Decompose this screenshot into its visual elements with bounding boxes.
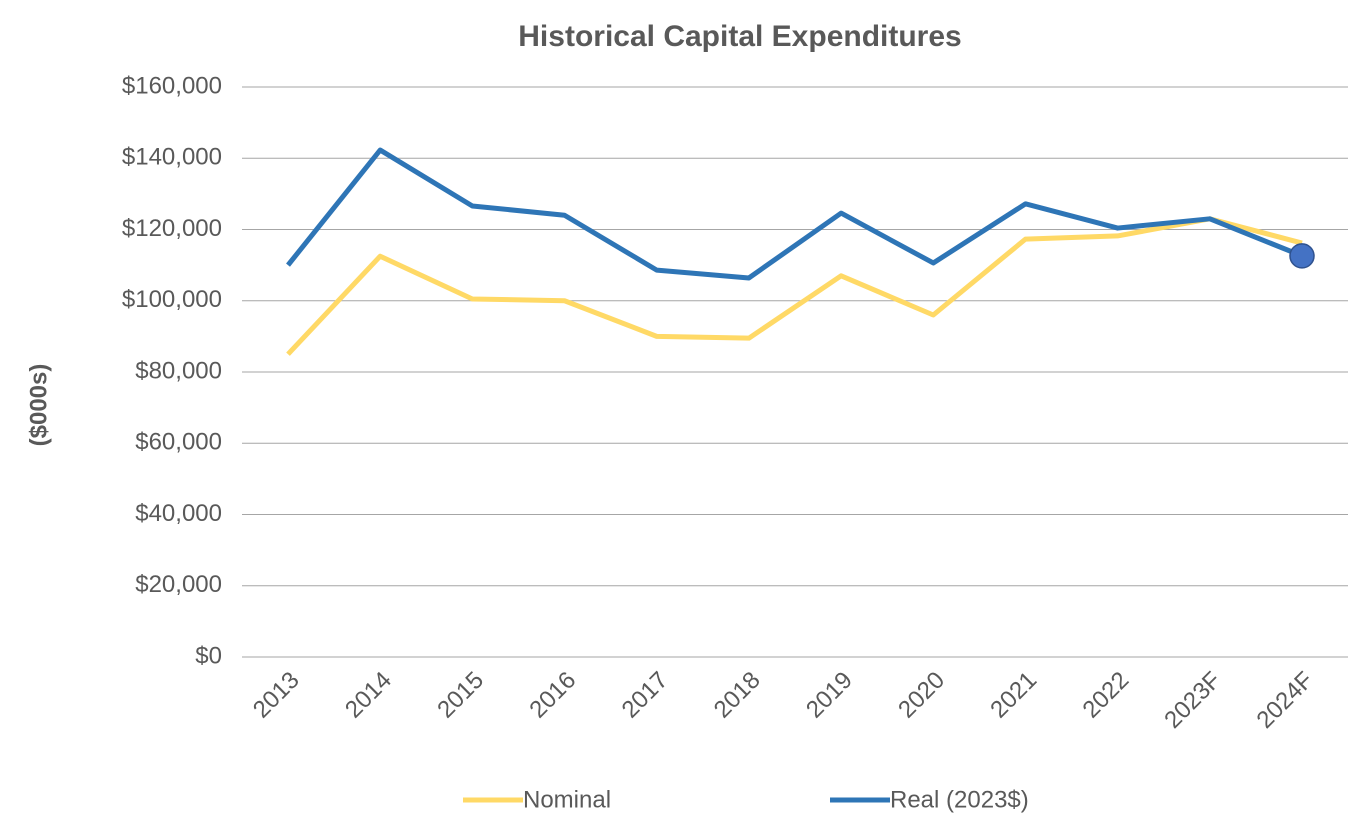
x-tick-label: 2016 bbox=[524, 667, 581, 724]
chart-title: Historical Capital Expenditures bbox=[518, 20, 961, 53]
line-series bbox=[286, 147, 1303, 281]
y-tick-label: $80,000 bbox=[135, 357, 222, 384]
x-tick-label: 2013 bbox=[248, 667, 305, 724]
line-series bbox=[286, 216, 1303, 356]
y-tick-label: $0 bbox=[195, 642, 222, 669]
x-tick-label: 2015 bbox=[432, 667, 489, 724]
x-tick-label: 2018 bbox=[709, 667, 766, 724]
y-tick-label: $60,000 bbox=[135, 429, 222, 456]
y-tick-label: $100,000 bbox=[122, 286, 222, 313]
x-tick-label: 2023F bbox=[1159, 667, 1226, 734]
x-tick-label: 2020 bbox=[893, 667, 950, 724]
x-tick-label: 2017 bbox=[617, 667, 674, 724]
point-marker bbox=[1289, 243, 1315, 269]
y-tick-label: $140,000 bbox=[122, 144, 222, 171]
y-tick-label: $20,000 bbox=[135, 571, 222, 598]
x-tick-label: 2022 bbox=[1078, 667, 1135, 724]
y-tick-label: $120,000 bbox=[122, 215, 222, 242]
x-tick-label: 2014 bbox=[340, 667, 397, 724]
legend-label: Nominal bbox=[523, 786, 611, 813]
y-axis-label: ($000s) bbox=[25, 364, 52, 447]
x-tick-label: 2019 bbox=[801, 667, 858, 724]
legend-label: Real (2023$) bbox=[890, 786, 1029, 813]
y-tick-label: $160,000 bbox=[122, 72, 222, 99]
x-tick-label: 2024F bbox=[1252, 667, 1319, 734]
y-tick-label: $40,000 bbox=[135, 500, 222, 527]
x-tick-label: 2021 bbox=[985, 667, 1042, 724]
